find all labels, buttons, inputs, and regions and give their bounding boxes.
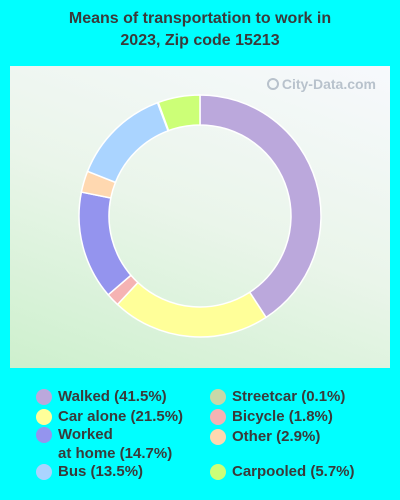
legend-label-5: Bus (13.5%) <box>58 463 144 480</box>
legend-label-4: Other (2.9%) <box>232 428 321 445</box>
legend-item-0: Walked (41.5%) <box>36 387 167 406</box>
legend-swatch-6 <box>210 389 226 405</box>
donut-slice-0 <box>199 94 322 319</box>
donut-slice-5 <box>86 101 170 184</box>
legend-swatch-7 <box>210 464 226 480</box>
magnifier-icon <box>266 78 279 90</box>
legend-swatch-4 <box>210 429 226 445</box>
watermark-text: City-Data.com <box>281 76 376 92</box>
legend-item-3: Worked at home (14.7%) <box>36 425 172 463</box>
legend-item-1: Car alone (21.5%) <box>36 407 183 426</box>
legend-swatch-5 <box>36 464 52 480</box>
legend-label-3: Worked at home (14.7%) <box>58 426 173 462</box>
legend-item-2: Bicycle (1.8%) <box>210 407 333 426</box>
legend-swatch-0 <box>36 389 52 405</box>
chart-title-line-1: Means of transportation to work in <box>68 10 332 27</box>
legend-label-2: Bicycle (1.8%) <box>232 408 333 425</box>
donut-slice-3 <box>78 191 132 296</box>
legend-swatch-2 <box>210 409 226 425</box>
legend-label-6: Streetcar (0.1%) <box>232 388 346 405</box>
legend-item-7: Carpooled (5.7%) <box>210 462 355 481</box>
legend-item-6: Streetcar (0.1%) <box>210 387 345 406</box>
donut-slice-1 <box>116 281 268 338</box>
legend-label-0: Walked (41.5%) <box>58 388 167 405</box>
legend-label-1: Car alone (21.5%) <box>58 408 184 425</box>
legend: Walked (41.5%) Streetcar (0.1%) Car alone … <box>0 384 400 500</box>
legend-item-5: Bus (13.5%) <box>36 462 143 481</box>
legend-swatch-3 <box>36 427 52 443</box>
donut-slice-7 <box>157 94 201 132</box>
watermark: City-Data.com <box>266 76 376 92</box>
donut-chart <box>78 94 322 338</box>
legend-label-7: Carpooled (5.7%) <box>232 463 355 480</box>
legend-item-4: Other (2.9%) <box>210 427 320 446</box>
chart-title-line-2: 2023, Zip code 15213 <box>120 32 280 49</box>
legend-swatch-1 <box>36 409 52 425</box>
chart-title: Means of transportation to work in 2023,… <box>0 8 400 52</box>
chart-panel: City-Data.com <box>10 66 390 368</box>
